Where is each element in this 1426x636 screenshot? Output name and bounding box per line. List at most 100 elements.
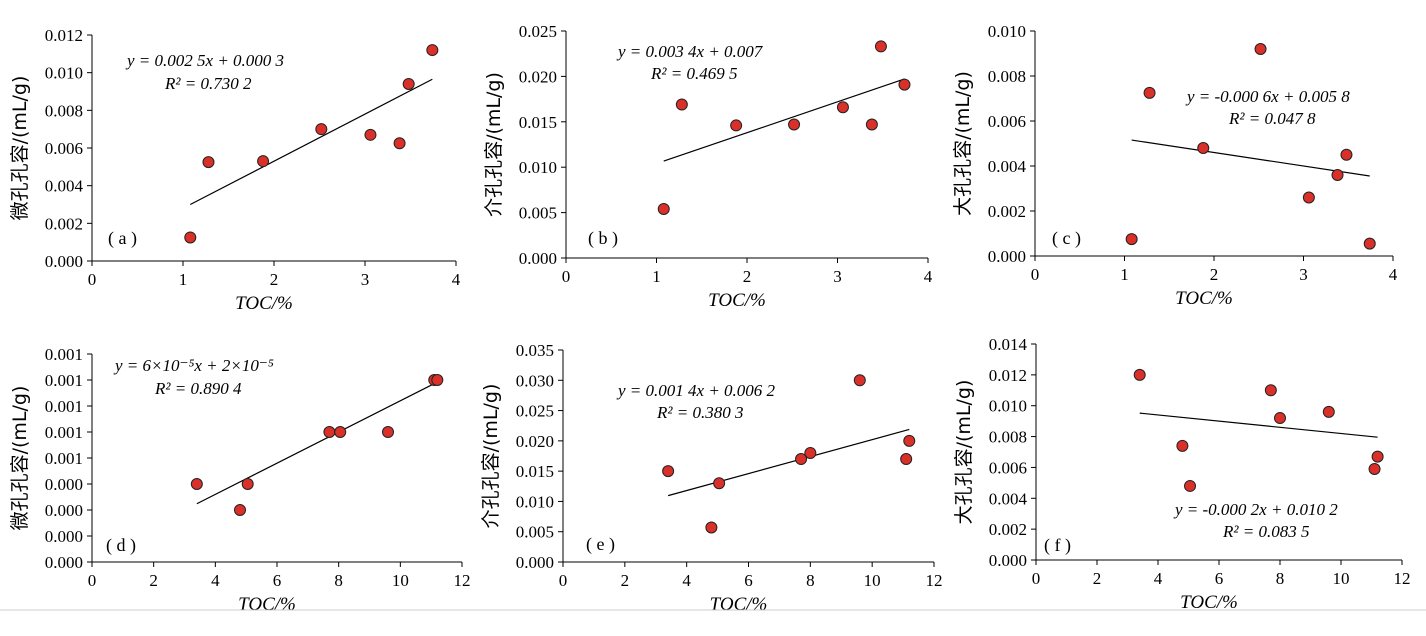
panel-f: 0.000 0.002 0.004 0.006 0.008 0.010 0.012 0.014…: [953, 335, 1411, 613]
y-tick-label: 0.015: [519, 113, 557, 132]
y-tick-label: 0.008: [45, 101, 83, 120]
data-point: [1363, 237, 1376, 250]
trendline: [663, 78, 905, 162]
y-axis-title: 微孔孔容/(mL/g): [9, 76, 31, 221]
x-tick-label: 0: [88, 571, 97, 590]
data-point: [241, 478, 254, 490]
y-tick-label: 0.000: [989, 551, 1027, 570]
x-tick-label: 4: [682, 571, 691, 590]
data-point: [1254, 43, 1267, 55]
y-tick-label: 0.014: [989, 335, 1028, 354]
x-tick-label: 12: [926, 571, 943, 590]
y-axis-title: 微孔孔容/(mL/g): [9, 386, 31, 531]
data-point: [903, 434, 916, 447]
y-axis-title: 介孔孔容/(mL/g): [480, 384, 502, 529]
data-point: [364, 128, 377, 141]
y-tick-label: 0.012: [45, 26, 83, 45]
x-axis-title: TOC/%: [710, 594, 768, 615]
data-point: [257, 155, 270, 168]
panel-a: 0.000 0.002 0.004 0.006 0.008 0.010 0.012 0 1 2 3 4…: [9, 26, 461, 314]
x-tick-label: 10: [1333, 569, 1350, 588]
y-axis-title: 大孔孔容/(mL/g): [953, 380, 975, 525]
regression-equation: y = -0.000 6x + 0.005 8: [1185, 87, 1350, 106]
y-tick-label: 0.001: [45, 423, 83, 442]
x-tick-label: 4: [924, 267, 933, 286]
x-tick-label: 4: [211, 571, 220, 590]
y-tick-label: 0.010: [989, 397, 1027, 416]
y-tick-label: 0.035: [516, 341, 554, 360]
x-tick-label: 4: [1154, 569, 1163, 588]
panel-e: 0.000 0.005 0.010 0.015 0.020 0.025 0.030 0.035…: [480, 341, 943, 615]
y-tick-label: 0.006: [988, 112, 1026, 131]
data-point: [662, 465, 675, 478]
r-squared: R² = 0.047 8: [1228, 109, 1316, 128]
y-tick-label: 0.010: [988, 22, 1026, 41]
data-point: [382, 426, 394, 438]
x-tick-label: 3: [361, 270, 370, 289]
trendline: [1131, 139, 1370, 177]
x-tick-label: 1: [1120, 265, 1129, 284]
y-tick-label: 0.006: [45, 139, 83, 158]
data-point: [675, 98, 688, 111]
y-tick-label: 0.002: [45, 214, 83, 233]
y-tick-label: 0.002: [989, 520, 1027, 539]
r-squared: R² = 0.083 5: [1222, 522, 1309, 541]
data-point: [705, 521, 718, 534]
y-tick-label: 0.000: [45, 475, 83, 494]
y-tick-label: 0.000: [516, 553, 554, 572]
x-tick-label: 1: [179, 270, 188, 289]
data-point: [795, 453, 808, 466]
y-tick-label: 0.006: [989, 458, 1027, 477]
data-point: [1340, 148, 1353, 161]
data-point: [1302, 191, 1315, 204]
data-point: [393, 137, 406, 150]
y-tick-label: 0.010: [516, 492, 554, 511]
r-squared: R² = 0.730 2: [164, 74, 252, 93]
y-tick-label: 0.004: [989, 489, 1028, 508]
data-point: [402, 77, 415, 90]
y-tick-label: 0.004: [45, 177, 84, 196]
trendline: [667, 428, 910, 497]
panel-b: 0.000 0.005 0.010 0.015 0.020 0.025 0 1 2 3 4 TOC/%…: [483, 22, 933, 311]
y-axis-title: 大孔孔容/(mL/g): [952, 71, 974, 216]
data-point: [874, 40, 887, 53]
panel-label: ( b ): [588, 228, 618, 249]
data-point: [730, 119, 743, 132]
regression-equation: y = -0.000 2x + 0.010 2: [1173, 500, 1338, 519]
data-point: [1197, 142, 1210, 154]
r-squared: R² = 0.469 5: [650, 64, 737, 83]
regression-equation: y = 0.002 5x + 0.000 3: [125, 51, 284, 70]
y-tick-label: 0.000: [45, 252, 83, 271]
x-tick-label: 0: [88, 270, 97, 289]
y-tick-label: 0.004: [988, 157, 1027, 176]
x-tick-label: 2: [621, 571, 630, 590]
x-tick-label: 8: [806, 571, 815, 590]
regression-equation: y = 0.001 4x + 0.006 2: [616, 381, 776, 400]
panel-label: ( c ): [1052, 228, 1081, 249]
data-point: [788, 118, 801, 131]
x-axis-title: TOC/%: [1180, 592, 1238, 613]
data-point: [865, 118, 878, 131]
data-point: [1331, 169, 1344, 181]
r-squared: R² = 0.380 3: [656, 403, 743, 422]
y-tick-label: 0.030: [516, 371, 554, 390]
y-tick-label: 0.001: [45, 371, 83, 390]
x-tick-label: 8: [334, 571, 343, 590]
x-tick-label: 2: [149, 571, 158, 590]
y-tick-label: 0.000: [45, 553, 83, 572]
x-tick-label: 2: [1093, 569, 1102, 588]
y-tick-label: 0.025: [519, 22, 557, 41]
y-tick-label: 0.000: [45, 527, 83, 546]
data-point: [713, 477, 726, 490]
data-point: [323, 426, 336, 438]
y-tick-label: 0.010: [45, 64, 83, 83]
data-point: [426, 44, 439, 57]
x-tick-label: 2: [743, 267, 752, 286]
y-tick-label: 0.005: [519, 204, 557, 223]
data-point: [1371, 450, 1384, 463]
data-point: [853, 374, 866, 387]
x-tick-label: 4: [452, 270, 461, 289]
y-tick-label: 0.005: [516, 523, 554, 542]
x-axis-title: TOC/%: [708, 290, 766, 311]
